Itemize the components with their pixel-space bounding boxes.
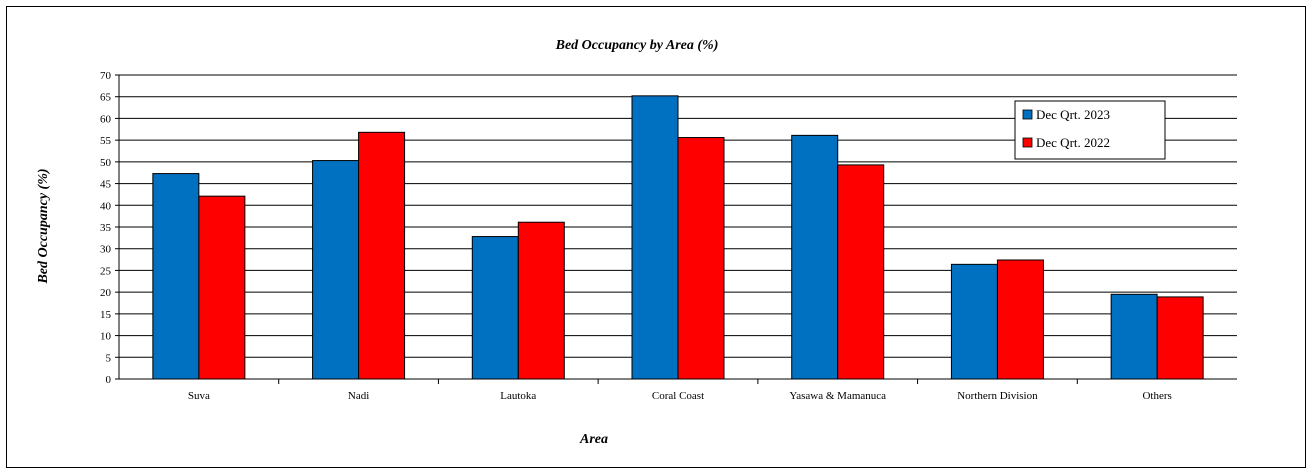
y-tick-label: 25 [100,265,112,277]
y-tick-label: 0 [106,374,112,386]
bar-suva-series-1 [152,173,200,380]
bar-nadi-series-1 [312,160,360,380]
y-tick-labels: 0 5 10 15 20 25 30 35 40 45 50 55 60 65 70 [100,70,112,386]
axes [115,74,1237,384]
legend-swatch-2023 [1022,109,1033,120]
y-tick-label: 65 [100,92,112,104]
x-tick-label: Others [1142,390,1171,402]
bars [152,95,1204,380]
y-tick-label: 30 [100,244,112,256]
bar-nadi-series-2 [358,131,406,380]
bar-yasawa-mamanuca-series-1 [791,134,839,380]
x-tick-label: Lautoka [500,390,536,402]
y-tick-label: 20 [100,287,112,299]
y-tick-label: 10 [100,331,112,343]
bar-yasawa-mamanuca-series-2 [837,164,885,380]
y-tick-label: 60 [100,113,112,125]
y-tick-label: 40 [100,200,112,212]
x-tick-label: Suva [188,390,210,402]
legend-swatch-2022 [1022,137,1033,148]
x-tick-labels: Suva Nadi Lautoka Coral Coast Yasawa & Maman… [188,390,1172,402]
bar-northern-division-series-1 [950,263,998,380]
legend-label-2023: Dec Qrt. 2023 [1036,107,1110,122]
legend: Dec Qrt. 2023 Dec Qrt. 2022 [1014,100,1166,160]
x-tick-label: Northern Division [957,390,1038,402]
bar-others-series-2 [1156,296,1204,380]
y-tick-label: 45 [100,179,112,191]
bar-coral-coast-series-1 [631,95,679,380]
bar-others-series-1 [1110,293,1158,380]
x-tick-label: Coral Coast [652,390,704,402]
bar-lautoka-series-1 [471,236,519,380]
legend-box [1014,100,1166,160]
x-axis-title: Area [579,432,608,447]
y-tick-label: 15 [100,309,112,321]
bar-lautoka-series-2 [517,221,565,380]
y-tick-label: 55 [100,135,112,147]
bar-northern-division-series-2 [996,259,1044,380]
y-tick-label: 50 [100,157,112,169]
bar-coral-coast-series-2 [677,137,725,380]
x-tick-label: Yasawa & Mamanuca [789,390,886,402]
y-axis-title: Bed Occupancy (%) [36,168,51,284]
bar-suva-series-2 [198,195,246,380]
y-tick-label: 70 [100,70,112,82]
y-tick-label: 5 [106,352,112,364]
legend-label-2022: Dec Qrt. 2022 [1036,135,1110,150]
chart-title: Bed Occupancy by Area (%) [555,38,719,53]
x-tick-label: Nadi [348,390,369,402]
y-tick-label: 35 [100,222,112,234]
